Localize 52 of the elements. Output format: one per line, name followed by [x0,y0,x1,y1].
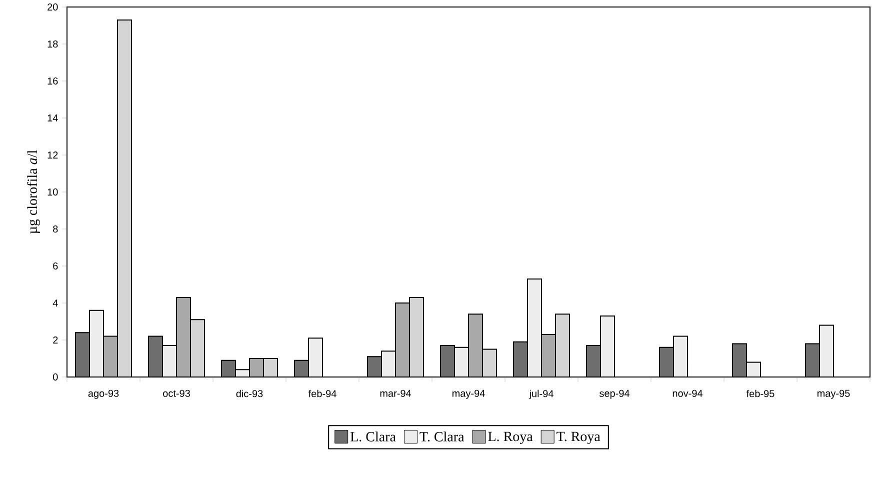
y-tick-label: 2 [53,336,58,344]
y-tick-label: 4 [52,300,58,306]
y-tick-label: 6 [53,262,58,270]
bar [805,343,820,377]
bar [440,345,456,377]
x-tick-label: sep-94 [600,390,630,399]
bar [482,348,498,377]
x-tick-label: may-94 [452,390,485,399]
x-tick-label: mar-94 [380,390,412,397]
x-tick-label: nov-94 [672,390,702,397]
y-tick-label: 18 [48,40,58,48]
bar [513,341,528,377]
bar [103,336,118,377]
bar [89,310,104,377]
legend-label: L. Clara [350,432,396,442]
x-tick-label: feb-95 [746,390,774,398]
bar [555,314,570,377]
bar [409,296,424,377]
y-tick-label: 16 [48,77,58,85]
bar [673,336,688,377]
x-tick-label: feb-94 [308,390,336,398]
legend-label: L. Roya [488,432,533,444]
y-tick-label: 0 [53,373,58,381]
y-tick-label: 8 [53,225,58,233]
bar [162,345,177,377]
bar [600,316,615,377]
bar [468,314,484,377]
legend-label: T. Clara [420,432,464,442]
x-tick-label: oct-93 [163,390,190,397]
bar [819,324,834,377]
bar [148,336,163,377]
y-tick-label: 14 [48,114,58,122]
bar [586,346,601,377]
bar [541,334,556,377]
bar [117,19,132,377]
bar [75,332,90,377]
y-axis-title: µg clorofila a/l [27,150,40,234]
bar [176,296,191,377]
x-tick-label: dic-93 [236,390,263,398]
bar [527,278,542,377]
legend-label: T. Roya [556,432,600,444]
x-tick-label: may-95 [818,390,850,399]
y-tick-label: 20 [48,3,58,11]
bar [732,343,748,377]
bar [308,338,324,377]
bar [395,302,410,377]
y-tick-label: 12 [48,152,58,158]
bar [190,319,205,377]
y-tick-label: 10 [48,188,58,196]
x-tick-label: ago-93 [88,390,119,399]
bar [381,350,396,377]
x-tick-label: jul-94 [529,390,554,400]
